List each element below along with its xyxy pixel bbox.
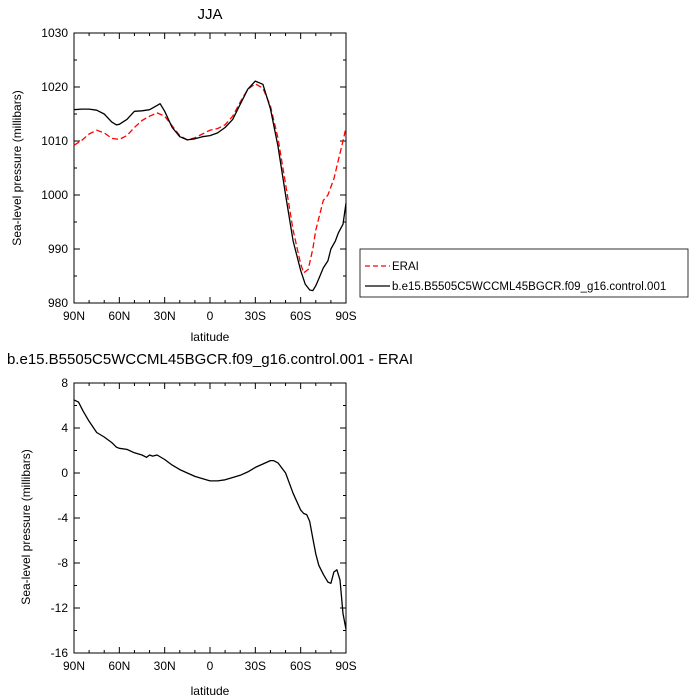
y-tick-label: -8	[57, 556, 68, 570]
x-tick-label: 60S	[290, 309, 311, 323]
bottom-y-axis-label: Sea-level pressure (millibars)	[19, 449, 33, 604]
x-tick-label: 30N	[154, 309, 176, 323]
top-chart-title: JJA	[197, 6, 222, 23]
series-line-erai	[73, 83, 347, 274]
y-tick-label: -4	[57, 511, 68, 525]
x-tick-label: 30S	[245, 309, 266, 323]
y-tick-label: 1020	[41, 80, 68, 94]
series-line-difference	[73, 399, 347, 630]
x-tick-label: 0	[207, 309, 214, 323]
x-tick-label: 30S	[245, 659, 266, 673]
y-tick-label: -16	[51, 646, 69, 660]
top-plot-area: 90N 60N 30N 0 30S 60S 90S 980 990 1000 1010 1020 103…	[41, 26, 356, 323]
bottom-panel: b.e15.B5505C5WCCML45BGCR.f09_g16.control…	[7, 351, 413, 698]
bottom-chart-title: b.e15.B5505C5WCCML45BGCR.f09_g16.control…	[7, 351, 413, 368]
y-tick-label: 4	[61, 421, 68, 435]
x-tick-label: 60S	[290, 659, 311, 673]
x-tick-label: 60N	[108, 659, 130, 673]
y-tick-label: 1010	[41, 134, 68, 148]
x-tick-label: 90S	[335, 659, 356, 673]
bottom-plot-area: 90N 60N 30N 0 30S 60S 90S -16 -12 -8 -4 0 4 8	[51, 376, 357, 673]
top-x-axis-label: latitude	[191, 330, 230, 344]
legend-label-model: b.e15.B5505C5WCCML45BGCR.f09_g16.control…	[392, 281, 666, 293]
y-tick-label: 0	[61, 466, 68, 480]
bottom-x-axis-label: latitude	[191, 684, 230, 698]
plot-frame	[73, 32, 347, 304]
x-tick-label: 30N	[154, 659, 176, 673]
x-tick-label: 90N	[63, 309, 85, 323]
y-tick-label: 980	[48, 296, 68, 310]
legend: ERAI b.e15.B5505C5WCCML45BGCR.f09_g16.co…	[359, 248, 689, 298]
x-tick-label: 0	[207, 659, 214, 673]
x-tick-label: 60N	[108, 309, 130, 323]
y-tick-label: 8	[61, 376, 68, 390]
plot-frame	[73, 382, 347, 654]
legend-box	[359, 248, 689, 298]
y-tick-label: -12	[51, 601, 69, 615]
x-tick-label: 90S	[335, 309, 356, 323]
legend-label-erai: ERAI	[392, 261, 419, 273]
y-tick-label: 1030	[41, 26, 68, 40]
series-line-b-e15-b5505c5wccml45bgcr-f09-g16-control-001	[73, 80, 347, 292]
top-panel: JJA 90N 60N 30N 0 30S 60S 90S 980 990 1000 1010 102…	[10, 6, 357, 344]
y-tick-label: 1000	[41, 188, 68, 202]
top-y-axis-label: Sea-level pressure (millibars)	[10, 90, 24, 245]
x-tick-label: 90N	[63, 659, 85, 673]
y-tick-label: 990	[48, 242, 68, 256]
